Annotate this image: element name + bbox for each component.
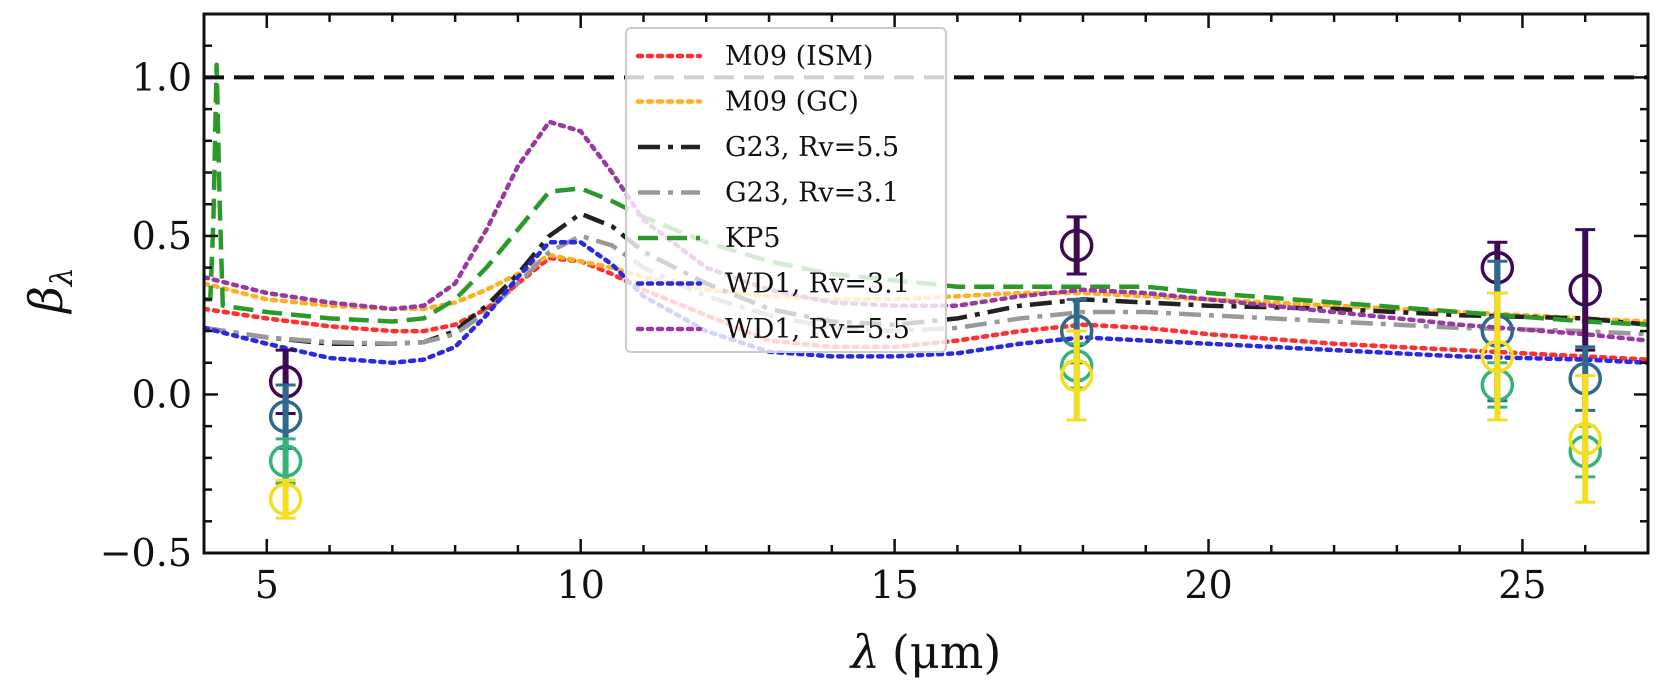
data-point-marker [1059, 228, 1094, 263]
legend-label: KP5 [725, 223, 781, 254]
legend-label: G23, Rv=3.1 [725, 178, 899, 209]
legend-item-g23-rv-5-5: G23, Rv=5.5 [638, 132, 899, 163]
legend-item-m09-gc: M09 (GC) [635, 87, 859, 118]
legend-item-g23-rv-3-1: G23, Rv=3.1 [638, 178, 899, 209]
y-tick-label: −0.5 [100, 531, 192, 575]
x-tick-label: 20 [1184, 563, 1232, 607]
y-tick-label: 1.0 [132, 55, 192, 99]
y-tick-label: 0.0 [132, 372, 192, 416]
legend: M09 (ISM) M09 (GC) G23, Rv=5.5 G23, Rv=3.1 K… [625, 27, 947, 353]
legend-label: M09 (GC) [725, 87, 859, 118]
x-tick-label: 10 [557, 563, 605, 607]
legend-label: WD1, Rv=3.1 [725, 269, 910, 300]
data-point-marker [1568, 273, 1602, 307]
series-line-g23-rv-3-1 [204, 233, 1648, 346]
legend-label: M09 (ISM) [725, 41, 873, 72]
y-tick-label: 0.5 [132, 214, 192, 258]
legend-box [625, 27, 947, 353]
plot-frame [202, 12, 1650, 555]
x-tick-label: 5 [255, 563, 279, 607]
legend-label: G23, Rv=5.5 [725, 132, 899, 163]
x-axis-symbol: λ [849, 625, 880, 679]
legend-item-wd1-rv-5-5: WD1, Rv=5.5 [635, 314, 910, 345]
plot-area [204, 62, 1648, 366]
legend-item-m09-ism: M09 (ISM) [635, 41, 873, 72]
legend-item-wd1-rv-3-1: WD1, Rv=3.1 [635, 269, 910, 300]
series-line-m09-ism [204, 255, 1648, 362]
x-axis-title: λ (μm) [849, 625, 1002, 679]
data-point-marker [268, 482, 303, 516]
x-axis-unit: (μm) [892, 625, 1001, 679]
tick-layer: 5 10 15 20 25 −0.5 0.0 0.5 1.0 [100, 12, 1650, 607]
y-axis-title: βλ [19, 267, 80, 315]
series-line-kp5 [204, 62, 1648, 327]
data-point-marker [268, 399, 303, 434]
x-tick-label: 25 [1498, 563, 1546, 607]
legend-item-kp5: KP5 [638, 223, 781, 254]
data-point-marker [1059, 358, 1094, 393]
x-tick-label: 15 [870, 563, 918, 607]
data-point-marker [1480, 339, 1515, 374]
data-point-marker [268, 444, 303, 478]
y-axis-symbol: β [19, 286, 73, 315]
data-point-marker [1568, 422, 1602, 456]
legend-label: WD1, Rv=5.5 [725, 314, 910, 345]
y-axis-subscript: λ [45, 267, 80, 287]
error-bar-layer [268, 215, 1602, 520]
